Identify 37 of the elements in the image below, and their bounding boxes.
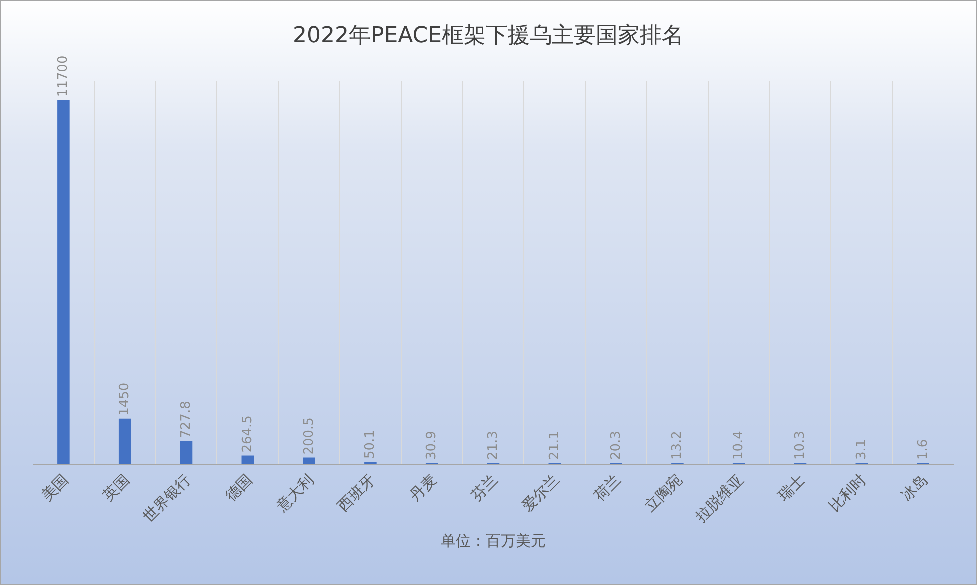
x-tick-label: 美国 bbox=[38, 470, 72, 505]
bar bbox=[180, 441, 193, 464]
x-tick-label: 世界银行 bbox=[139, 470, 195, 526]
data-label: 1.6 bbox=[916, 439, 931, 460]
bar bbox=[303, 458, 316, 464]
bar bbox=[58, 100, 70, 464]
chart-title: 2022年PEACE框架下援乌主要国家排名 bbox=[292, 24, 684, 49]
x-tick-label: 比利时 bbox=[825, 470, 870, 516]
x-tick-label: 拉脱维亚 bbox=[692, 470, 748, 526]
x-tick-label: 立陶宛 bbox=[641, 470, 686, 516]
data-label: 1450 bbox=[118, 382, 133, 416]
data-label: 20.3 bbox=[608, 431, 624, 460]
x-tick-label: 冰岛 bbox=[897, 470, 932, 505]
x-tick-label: 西班牙 bbox=[334, 470, 379, 516]
data-label: 21.1 bbox=[547, 431, 562, 460]
data-label: 11700 bbox=[56, 56, 72, 98]
x-tick-label: 芬兰 bbox=[468, 470, 502, 505]
data-label: 50.1 bbox=[363, 430, 378, 459]
data-label: 13.2 bbox=[670, 431, 686, 460]
bar bbox=[118, 418, 132, 464]
x-axis-title: 单位：百万美元 bbox=[441, 532, 546, 550]
x-tick-label: 爱尔兰 bbox=[518, 470, 564, 516]
x-tick-label: 意大利 bbox=[272, 470, 318, 516]
x-tick-label: 德国 bbox=[222, 470, 256, 505]
data-label: 200.5 bbox=[302, 418, 317, 455]
data-label: 727.8 bbox=[179, 401, 194, 438]
x-tick-label: 瑞士 bbox=[774, 470, 809, 505]
x-tick-label: 荷兰 bbox=[590, 470, 624, 505]
data-label: 264.5 bbox=[240, 416, 256, 453]
data-label: 10.3 bbox=[793, 431, 808, 460]
data-label: 3.1 bbox=[854, 439, 870, 460]
data-label: 30.9 bbox=[424, 431, 440, 460]
data-label: 21.3 bbox=[486, 431, 501, 460]
bar bbox=[242, 456, 254, 464]
x-tick-label: 丹麦 bbox=[406, 470, 440, 505]
x-tick-label: 英国 bbox=[99, 470, 134, 505]
data-label: 10.4 bbox=[732, 431, 747, 460]
